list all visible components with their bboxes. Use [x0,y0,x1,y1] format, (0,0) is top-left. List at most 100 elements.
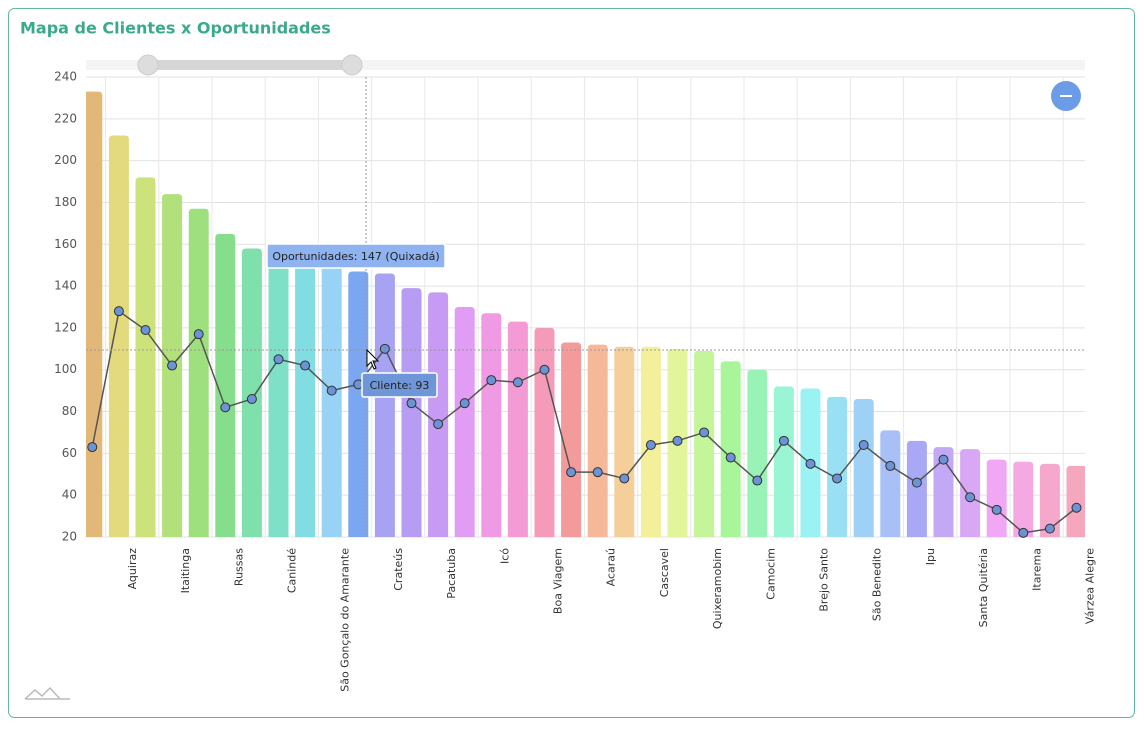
x-tick-label: Camocim [764,548,777,600]
bar [401,288,422,537]
x-tick-label: Ipu [924,548,937,565]
bar [321,265,342,537]
line-point [246,394,257,404]
line-point [486,375,497,386]
line-point [645,440,656,450]
y-tick-label: 180 [54,195,77,209]
y-tick-label: 160 [54,237,77,251]
x-tick-label: Cascavel [658,548,671,597]
line-point [220,402,231,413]
line-point [193,329,204,340]
bar [880,430,901,537]
bar [1013,461,1034,537]
line-point [911,477,922,488]
bar [348,271,369,537]
bar [1066,465,1085,537]
bar [374,273,395,537]
line-point [592,467,603,478]
line-point [699,427,710,438]
tooltip-text: Oportunidades: 147 (Quixadá) [272,250,439,263]
line-point [300,360,311,371]
bar [827,396,848,537]
line-point [512,377,523,388]
tooltip-box [266,243,446,269]
line-point [725,452,736,463]
bar [268,254,289,537]
bar [720,361,741,537]
bar [1039,463,1060,537]
line-point [566,467,577,478]
bar [614,346,635,537]
line-point [805,458,816,469]
bar [481,313,502,537]
line-point [87,442,98,453]
scroll-handle[interactable] [341,54,363,76]
y-tick-label: 220 [54,111,77,125]
line-point [140,325,151,335]
bar [561,342,582,537]
bar [747,369,768,537]
bar [108,135,129,537]
y-tick-label: 120 [54,320,77,334]
bar [773,386,794,537]
bar [295,261,316,537]
line-point [459,398,470,409]
y-tick-label: 100 [54,362,77,376]
line-point [752,475,763,486]
bar [215,233,236,537]
y-tick-label: 80 [62,404,77,418]
scroll-handle[interactable] [137,54,159,76]
bar [507,321,528,537]
x-tick-label: Canindé [286,548,299,593]
line-point [273,354,284,365]
x-tick-label: Aquiraz [126,548,139,590]
line-point [832,473,843,484]
scroll-track [86,60,1085,70]
line-point [1044,523,1055,534]
x-tick-label: Santa Quitéria [977,548,990,627]
cursor [366,348,380,370]
bar [86,91,103,537]
line-point [965,492,976,503]
x-tick-label: Itarema [1030,548,1043,591]
x-tick-label: São Benedito [871,548,884,621]
bar [135,177,156,537]
tooltip-text: Cliente: 93 [370,379,430,392]
line-point [938,454,949,465]
x-tick-label: Quixeramobim [711,548,724,629]
bar [906,440,927,537]
bar [454,307,475,537]
line-point [1071,502,1082,513]
bar [534,327,555,537]
line-point [1018,527,1029,538]
x-tick-label: São Gonçalo do Amarante [339,548,352,692]
x-tick-label: Boa Viagem [552,548,565,614]
scroll-range[interactable] [148,60,352,70]
x-tick-label: Russas [232,548,245,586]
logo [24,686,70,700]
x-tick-label: Pacatuba [445,548,458,599]
x-tick-label: Icó [498,548,511,564]
bar [188,208,209,537]
y-tick-label: 60 [62,446,77,460]
y-tick-label: 240 [54,70,77,84]
bar [241,248,262,538]
x-tick-label: Crateús [392,548,405,591]
tooltip-box [361,372,438,398]
bar [853,399,874,537]
x-tick-label: Brejo Santo [818,548,831,612]
y-tick-label: 20 [62,530,77,544]
line-point [326,385,337,396]
y-tick-label: 140 [54,279,77,293]
line-point [672,435,683,446]
bar [986,459,1007,537]
x-tick-label: Acaraú [605,548,618,586]
x-tick-label: Itaitinga [179,548,192,593]
line-point [778,435,789,446]
line-point [885,460,896,471]
line-point [539,364,550,375]
bar [428,292,449,537]
line-point [619,473,630,484]
bar [587,344,608,537]
